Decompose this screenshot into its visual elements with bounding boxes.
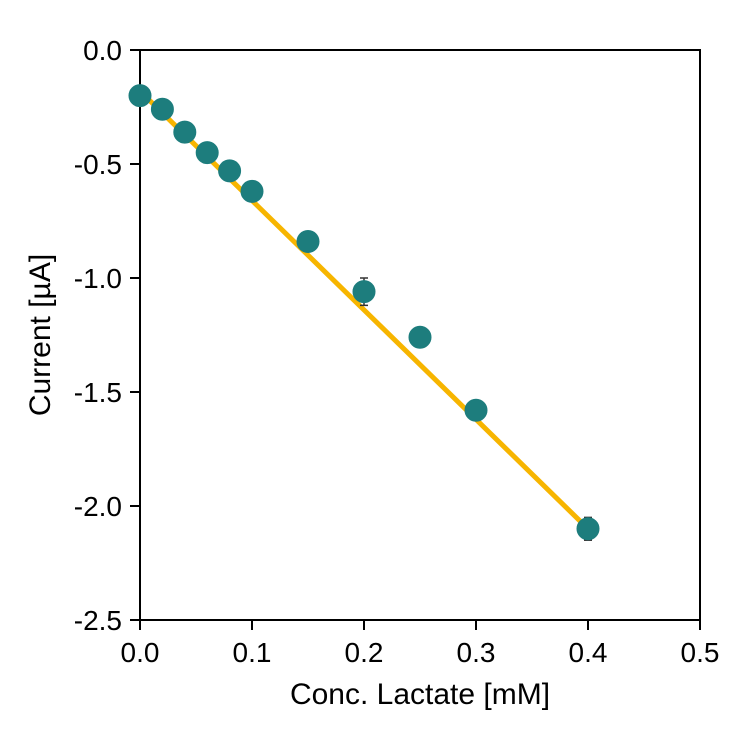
y-tick-label: 0.0 [83, 35, 122, 66]
x-tick-label: 0.5 [681, 637, 720, 668]
chart-svg: 0.0 0.1 0.2 0.3 0.4 0.5 -2.5 -2.0 -1.5 -1.0 -0.5 0.… [0, 0, 750, 750]
x-axis-title: Conc. Lactate [mM] [290, 678, 550, 711]
y-tick-label: -1.5 [74, 377, 122, 408]
data-point [409, 326, 431, 348]
data-point [129, 85, 151, 107]
x-tick-label: 0.4 [569, 637, 608, 668]
data-point [151, 98, 173, 120]
data-point [577, 518, 599, 540]
data-point [465, 399, 487, 421]
data-point [297, 231, 319, 253]
data-point [174, 121, 196, 143]
data-point [196, 142, 218, 164]
x-tick-label: 0.1 [233, 637, 272, 668]
x-tick-label: 0.2 [345, 637, 384, 668]
y-axis-title: Current [µA] [24, 254, 57, 416]
data-point [219, 160, 241, 182]
x-tick-label: 0.0 [121, 637, 160, 668]
chart-container: 0.0 0.1 0.2 0.3 0.4 0.5 -2.5 -2.0 -1.5 -1.0 -0.5 0.… [0, 0, 750, 750]
data-point [353, 281, 375, 303]
y-tick-label: -2.5 [74, 605, 122, 636]
y-tick-label: -2.0 [74, 491, 122, 522]
x-tick-label: 0.3 [457, 637, 496, 668]
y-tick-label: -1.0 [74, 263, 122, 294]
data-point [241, 180, 263, 202]
y-tick-label: -0.5 [74, 149, 122, 180]
